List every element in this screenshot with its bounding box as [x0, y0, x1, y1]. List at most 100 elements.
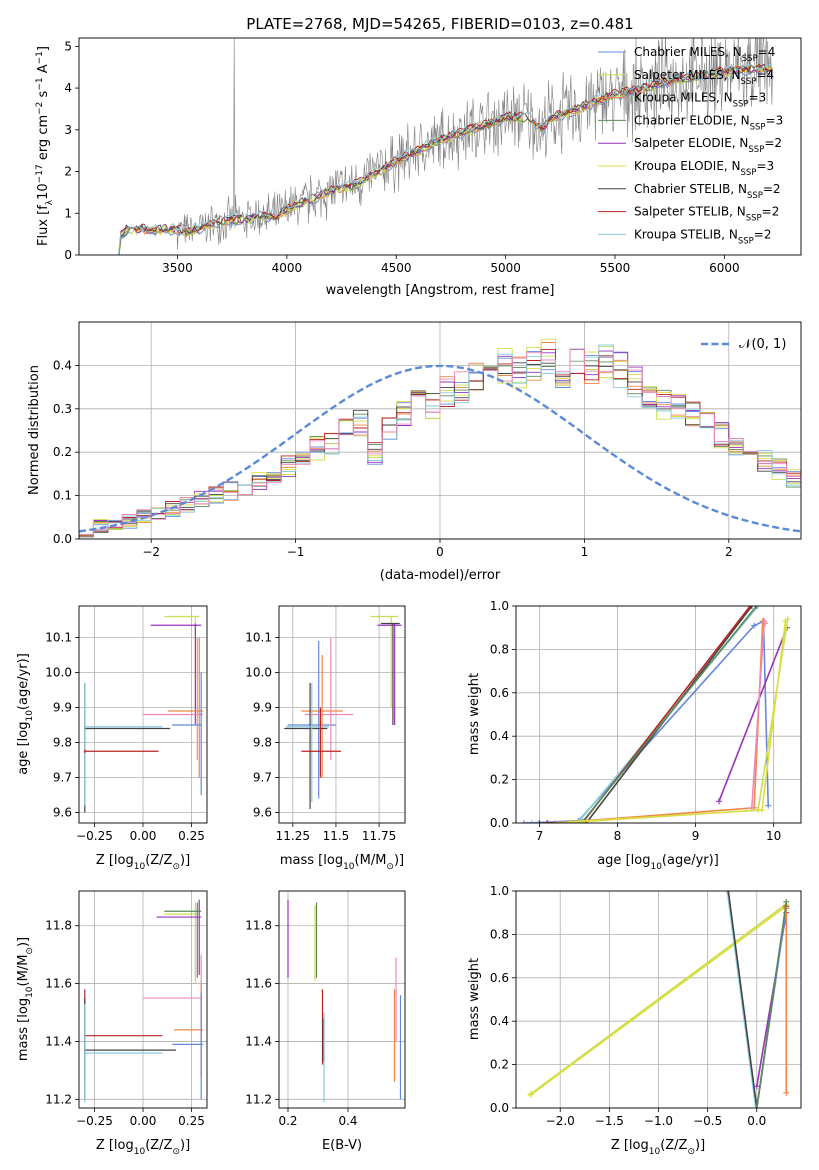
legend-label: Chabrier ELODIE, NSSP=3: [634, 113, 783, 132]
weight-line-chabrier-elodie: [756, 901, 788, 1108]
weight-marker: [753, 606, 760, 609]
x-tick-label: 8: [614, 829, 622, 843]
axes-frame: [278, 890, 406, 1109]
y-tick-label: 10.1: [45, 631, 72, 645]
weight-marker: [544, 820, 551, 823]
weight-marker: [567, 818, 574, 823]
axes-frame: [78, 890, 208, 1109]
legend-label: Salpeter STELIB, NSSP=2: [634, 205, 779, 224]
x-tick-label: −2.0: [546, 1114, 575, 1128]
age-vs-metallicity-panel: −0.25 0.00 0.25 9.6 9.7 9.8 9.9 10.0 10.1 Z [log1…: [16, 605, 208, 872]
legend-label: Salpeter ELODIE, NSSP=2: [634, 136, 782, 155]
errorbar-chabrier-miles: [172, 992, 204, 1100]
errorbar-salpeter-elodie: [377, 623, 402, 725]
x-tick-label: 0.00: [130, 829, 157, 843]
y-tick-label: 1: [64, 206, 72, 220]
weight-marker: [559, 820, 566, 823]
x-tick-label: 5500: [600, 261, 631, 275]
weight-line-kroupa-stelib: [726, 891, 757, 1108]
observed-spectrum-line: [120, 38, 773, 250]
y-tick-label: 9.9: [253, 701, 272, 715]
legend-label: Kroupa MILES, NSSP=3: [634, 91, 766, 110]
x-tick-label: −1.0: [644, 1114, 673, 1128]
weight-marker: [782, 618, 789, 625]
weight-marker: [725, 891, 732, 894]
histogram-step-kroupa-elodie: [79, 338, 801, 536]
massweight-vs-age-xlabel: age [log10(age/yr)]: [597, 853, 719, 872]
weight-marker: [552, 820, 559, 823]
y-tick-label: 9.9: [53, 701, 72, 715]
y-tick-label: 0.6: [490, 686, 509, 700]
y-tick-label: 4: [64, 81, 72, 95]
plot-area: [520, 606, 791, 823]
errorbar-kroupa-stelib: [84, 1003, 163, 1103]
errorbar-salpeter-elodie: [156, 899, 202, 975]
errorbar-salpeter-stelib: [84, 749, 159, 753]
plot-area: [84, 899, 204, 1103]
spectrum-legend: Chabrier MILES, NSSP=4 Salpeter MILES, NS…: [598, 45, 783, 246]
plot-area: [284, 615, 402, 809]
mass-vs-ebv-panel: 0.2 0.4 11.2 11.4 11.6 11.8 E(B-V): [245, 890, 406, 1153]
weight-marker: [724, 891, 731, 894]
y-tick-label: 11.4: [45, 1034, 72, 1048]
plot-area: [84, 615, 204, 813]
y-tick-label: 0.0: [490, 1101, 509, 1115]
y-tick-label: 5: [64, 39, 72, 53]
errorbar-pink: [143, 954, 202, 1030]
x-tick-label: 0.4: [338, 1114, 357, 1128]
legend-label: Salpeter MILES, NSSP=4: [634, 68, 774, 87]
weight-marker: [783, 1089, 790, 1096]
axes-frame: [515, 605, 802, 824]
x-tick-label: −0.5: [693, 1114, 722, 1128]
y-tick-label: 1.0: [490, 599, 509, 613]
weight-marker: [765, 802, 772, 809]
model-line-kroupa-stelib: [118, 63, 773, 255]
x-tick-label: 7: [536, 829, 544, 843]
y-tick-label: 0.3: [53, 402, 72, 416]
errorbar-salpeter-miles: [164, 615, 200, 708]
weight-line-salpeter-miles: [530, 903, 787, 1095]
x-tick-label: 0.25: [178, 829, 205, 843]
massweight-vs-metallicity-ylabel: mass weight: [467, 958, 482, 1040]
mass-vs-ebv-xlabel: E(B-V): [322, 1138, 362, 1153]
histogram-step-pink: [79, 348, 801, 535]
age-vs-mass-xlabel: mass [log10(M/M⊙)]: [280, 853, 404, 872]
model-line-salpeter-stelib: [118, 63, 773, 255]
errorbar-pink: [143, 637, 204, 760]
y-tick-label: 0.2: [53, 445, 72, 459]
normal-distribution-curve: [79, 364, 801, 533]
y-tick-label: 2: [64, 165, 72, 179]
errorbar-kroupa-stelib: [285, 683, 330, 802]
massweight-vs-age-panel: 7 8 9 10 0.0 0.2 0.4 0.6 0.8 1.0 age [log10(age/yr…: [467, 599, 802, 872]
weight-line-kroupa-elodie: [530, 905, 787, 1096]
age-vs-mass-panel: 11.25 11.5 11.75 9.6 9.7 9.8 9.9 10.0 10.1 mass […: [245, 605, 406, 872]
weight-marker: [527, 1091, 534, 1098]
residual-histogram-panel: (data-model)/error Normed distribution −…: [27, 321, 802, 583]
x-tick-label: 11.75: [362, 829, 396, 843]
weight-marker: [753, 1105, 760, 1108]
x-tick-label: −1.5: [595, 1114, 624, 1128]
errorbar-chabrier-stelib: [380, 622, 400, 725]
weight-line-pink: [751, 621, 766, 808]
weight-marker: [528, 820, 535, 823]
y-tick-label: 9.7: [53, 771, 72, 785]
x-tick-label: −2: [142, 545, 160, 559]
y-tick-label: 9.6: [53, 806, 72, 820]
axes-frame: [78, 321, 802, 540]
x-tick-label: 9: [692, 829, 700, 843]
weight-marker: [748, 606, 755, 609]
x-tick-label: −0.25: [76, 829, 113, 843]
errorbar-kroupa-miles: [301, 655, 343, 778]
spectrum-panel: wavelength [Angstrom, rest frame] Flux […: [35, 37, 802, 298]
errorbar-pink: [304, 637, 354, 760]
x-tick-label: 0.25: [178, 1114, 205, 1128]
figure-title: PLATE=2768, MJD=54265, FIBERID=0103, z=0…: [246, 15, 633, 33]
y-tick-label: 9.7: [253, 771, 272, 785]
weight-marker: [751, 622, 758, 629]
errorbar-chabrier-elodie: [164, 902, 202, 978]
legend-label: Kroupa STELIB, NSSP=2: [634, 227, 772, 246]
y-tick-label: 9.8: [53, 736, 72, 750]
spectrum-xlabel: wavelength [Angstrom, rest frame]: [326, 283, 555, 298]
x-tick-label: 4500: [381, 261, 412, 275]
y-tick-label: 0.8: [490, 927, 509, 941]
